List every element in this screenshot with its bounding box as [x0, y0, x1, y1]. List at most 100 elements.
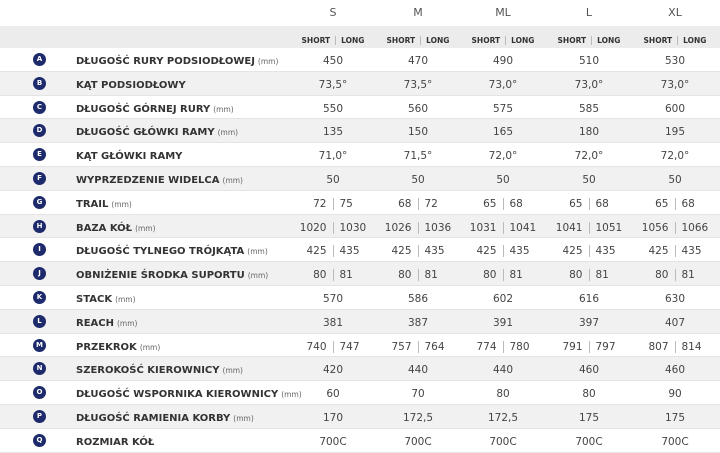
value-short: 425: [648, 245, 669, 258]
value: 602: [492, 293, 514, 305]
row-label: WYPRZEDZENIE WIDELCA: [76, 175, 220, 186]
value-cell: 807 814: [632, 339, 718, 353]
value-cell: 407: [632, 315, 718, 329]
row-unit: (mm): [217, 128, 239, 138]
row-unit: (mm): [139, 342, 161, 352]
value-long: 764: [417, 340, 445, 353]
row-label-cell: WYPRZEDZENIE WIDELCA (mm): [76, 172, 243, 187]
value-long: 814: [674, 340, 702, 353]
value-cell: 175: [632, 410, 718, 424]
table-row: D DŁUGOŚĆ GŁÓWKI RAMY (mm) 135 150 165 180 195: [0, 119, 720, 144]
row-label-cell: DŁUGOŚĆ GŁÓWKI RAMY (mm): [76, 124, 238, 139]
value: 50: [326, 174, 340, 186]
table-row: J OBNIŻENIE ŚRODKA SUPORTU (mm) 80 81 80 81 80 8…: [0, 262, 720, 286]
value: 175: [664, 412, 686, 424]
row-unit: (mm): [222, 176, 243, 185]
value-cell: 80 81: [632, 267, 718, 282]
sub-cell: SHORT LONG: [546, 33, 632, 45]
row-unit: (mm): [213, 104, 234, 114]
value-long: 435: [417, 245, 445, 258]
value: 80: [496, 388, 510, 401]
value-cell: 80 81: [546, 267, 632, 282]
value-short: 740: [306, 340, 327, 353]
value-cell: 440: [460, 362, 546, 376]
value-cell: 460: [632, 362, 718, 376]
value-cell: 585: [546, 101, 632, 115]
row-badge: Q: [33, 433, 46, 447]
value: 700C: [404, 435, 432, 448]
value-long: 72: [417, 197, 438, 210]
value-cell: 575: [460, 101, 546, 115]
value-long: 435: [588, 245, 616, 258]
row-badge: E: [33, 148, 46, 162]
value: 460: [578, 364, 600, 377]
sub-cell: SHORT LONG: [460, 33, 546, 45]
sub-label: SHORT: [386, 36, 416, 45]
value: 570: [322, 293, 344, 305]
table-row: Q ROZMIAR KÓŁ 700C 700C 700C 700C 700C: [0, 428, 720, 453]
row-label: DŁUGOŚĆ RURY PODSIODŁOWEJ: [76, 56, 255, 67]
value-short: 72: [313, 197, 327, 210]
sub-label: SHORT: [471, 36, 501, 45]
value-short: 65: [483, 197, 497, 210]
table-row: P DŁUGOŚĆ RAMIENIA KORBY (mm) 170 172,5 172,5…: [0, 405, 720, 429]
row-label: PRZEKROK: [76, 341, 137, 353]
row-label-cell: KĄT GŁÓWKI RAMY: [76, 148, 182, 163]
value: 80: [582, 388, 596, 401]
row-badge: G: [33, 195, 46, 209]
value-long: 435: [674, 245, 702, 258]
value: 397: [578, 316, 600, 329]
value: 73,5°: [403, 78, 433, 91]
row-unit: (mm): [116, 318, 138, 328]
table-row: B KĄT PODSIODŁOWY 73,5° 73,5° 73,0° 73,0° 73,0…: [0, 71, 720, 96]
value-cell: 602: [460, 291, 546, 305]
value-short: 65: [655, 197, 669, 210]
row-label-cell: BAZA KÓŁ (mm): [76, 220, 156, 235]
table-row: H BAZA KÓŁ (mm) 1020 1030 1026 1036 1031 1041 104…: [0, 214, 720, 239]
table-row: A DŁUGOŚĆ RURY PODSIODŁOWEJ (mm) 450 470 490 5…: [0, 48, 720, 72]
row-unit: (mm): [247, 247, 268, 257]
value: 440: [407, 364, 429, 377]
value-long: 81: [588, 269, 609, 282]
value-long: 81: [674, 269, 695, 282]
value-cell: 50: [290, 172, 376, 186]
value-cell: 72,0°: [546, 148, 632, 162]
value: 50: [496, 174, 510, 186]
value: 470: [407, 55, 429, 67]
value-cell: 420: [290, 362, 376, 376]
row-label: KĄT GŁÓWKI RAMY: [76, 151, 183, 163]
size-label: M: [413, 6, 423, 19]
row-label: ROZMIAR KÓŁ: [76, 436, 155, 448]
value-long: 81: [502, 269, 523, 282]
value-long: 1036: [417, 221, 452, 234]
value: 73,0°: [660, 78, 690, 91]
row-label-cell: TRAIL (mm): [76, 196, 132, 211]
table-row: I DŁUGOŚĆ TYLNEGO TRÓJKĄTA (mm) 425 435 425 43…: [0, 238, 720, 263]
value-cell: 510: [546, 53, 632, 67]
row-label-cell: ROZMIAR KÓŁ: [76, 434, 154, 449]
value-cell: 381: [290, 315, 376, 329]
row-label-cell: DŁUGOŚĆ WSPORNIKA KIEROWNICY (mm): [76, 386, 302, 401]
value-short: 1041: [555, 221, 583, 234]
value-long: 435: [502, 245, 530, 258]
row-label: BAZA KÓŁ: [76, 222, 133, 234]
table-row: E KĄT GŁÓWKI RAMY 71,0° 71,5° 72,0° 72,0° 72,0…: [0, 143, 720, 167]
value-long: 797: [588, 340, 616, 353]
value: 150: [407, 126, 429, 139]
row-label-cell: STACK (mm): [76, 291, 136, 306]
value-cell: 550: [290, 101, 376, 115]
value: 700C: [575, 435, 603, 448]
value: 460: [664, 364, 686, 377]
row-badge: L: [33, 314, 46, 328]
value-short: 80: [313, 269, 327, 282]
value-long: 81: [332, 269, 353, 282]
value-cell: 80: [546, 386, 632, 400]
value-cell: 1041 1051: [546, 220, 632, 234]
value-cell: 774 780: [460, 339, 546, 353]
row-unit: (mm): [135, 223, 156, 233]
size-label: S: [329, 6, 337, 19]
row-badge: H: [33, 219, 46, 233]
row-label: DŁUGOŚĆ WSPORNIKA KIEROWNICY: [76, 389, 279, 401]
value: 391: [492, 316, 514, 329]
value-cell: 70: [375, 386, 461, 400]
